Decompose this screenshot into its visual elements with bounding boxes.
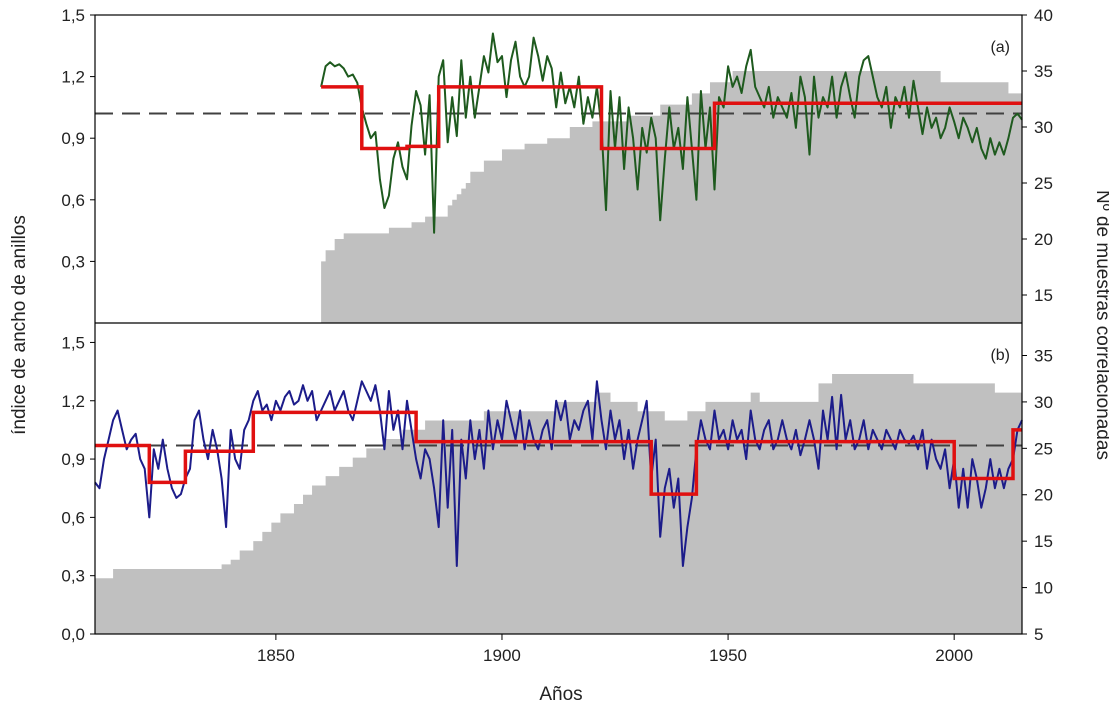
panel-label-a: (a) (990, 39, 1010, 56)
left-tick-label-b: 1,2 (61, 392, 85, 411)
right-tick-label-b: 30 (1034, 393, 1053, 412)
left-tick-label-a: 1,2 (61, 68, 85, 87)
axes-layer: 0,3 0,6 0,9 1,2 1,5 15 20 25 30 35 40 (a) 0,0 0,3 0,6 0… (61, 6, 1053, 665)
sample-depth-area-b (95, 374, 1022, 634)
x-tick-label: 2000 (935, 646, 973, 665)
x-axis-title: Años (539, 684, 582, 705)
left-tick-label-b: 0,9 (61, 450, 85, 469)
left-tick-label-a: 1,5 (61, 6, 85, 25)
right-tick-label-b: 15 (1034, 532, 1053, 551)
x-tick-label: 1950 (709, 646, 747, 665)
ring-index-line-b (94, 380, 1023, 567)
right-tick-label-a: 15 (1034, 286, 1053, 305)
x-tick-label: 1850 (257, 646, 295, 665)
left-tick-label-b: 0,3 (61, 567, 85, 586)
right-tick-label-b: 5 (1034, 625, 1043, 644)
right-tick-label-a: 25 (1034, 174, 1053, 193)
left-tick-label-b: 0,0 (61, 625, 85, 644)
plot-frame (94, 14, 1023, 635)
right-tick-label-a: 40 (1034, 6, 1053, 25)
panel-a-plot (95, 32, 1023, 323)
right-tick-label-b: 35 (1034, 346, 1053, 365)
right-tick-label-a: 30 (1034, 118, 1053, 137)
right-tick-label-a: 20 (1034, 230, 1053, 249)
right-tick-label-b: 25 (1034, 439, 1053, 458)
y-axis-title-left: índice de ancho de anillos (9, 215, 30, 435)
left-tick-label-a: 0,9 (61, 129, 85, 148)
left-tick-label-a: 0,6 (61, 191, 85, 210)
left-tick-label-b: 0,6 (61, 508, 85, 527)
left-tick-label-b: 1,5 (61, 333, 85, 352)
regime-line-b (95, 410, 1022, 496)
regime-line-a (321, 85, 1022, 151)
left-tick-label-a: 0,3 (61, 252, 85, 271)
right-tick-label-b: 20 (1034, 486, 1053, 505)
panel-b-plot (94, 374, 1023, 634)
x-tick-label: 1900 (483, 646, 521, 665)
right-tick-label-a: 35 (1034, 62, 1053, 81)
y-axis-title-right: Nº de muestras correlacionadas (1092, 190, 1109, 460)
panel-label-b: (b) (990, 347, 1010, 364)
sample-depth-area-a (321, 71, 1023, 323)
right-tick-label-b: 10 (1034, 579, 1053, 598)
